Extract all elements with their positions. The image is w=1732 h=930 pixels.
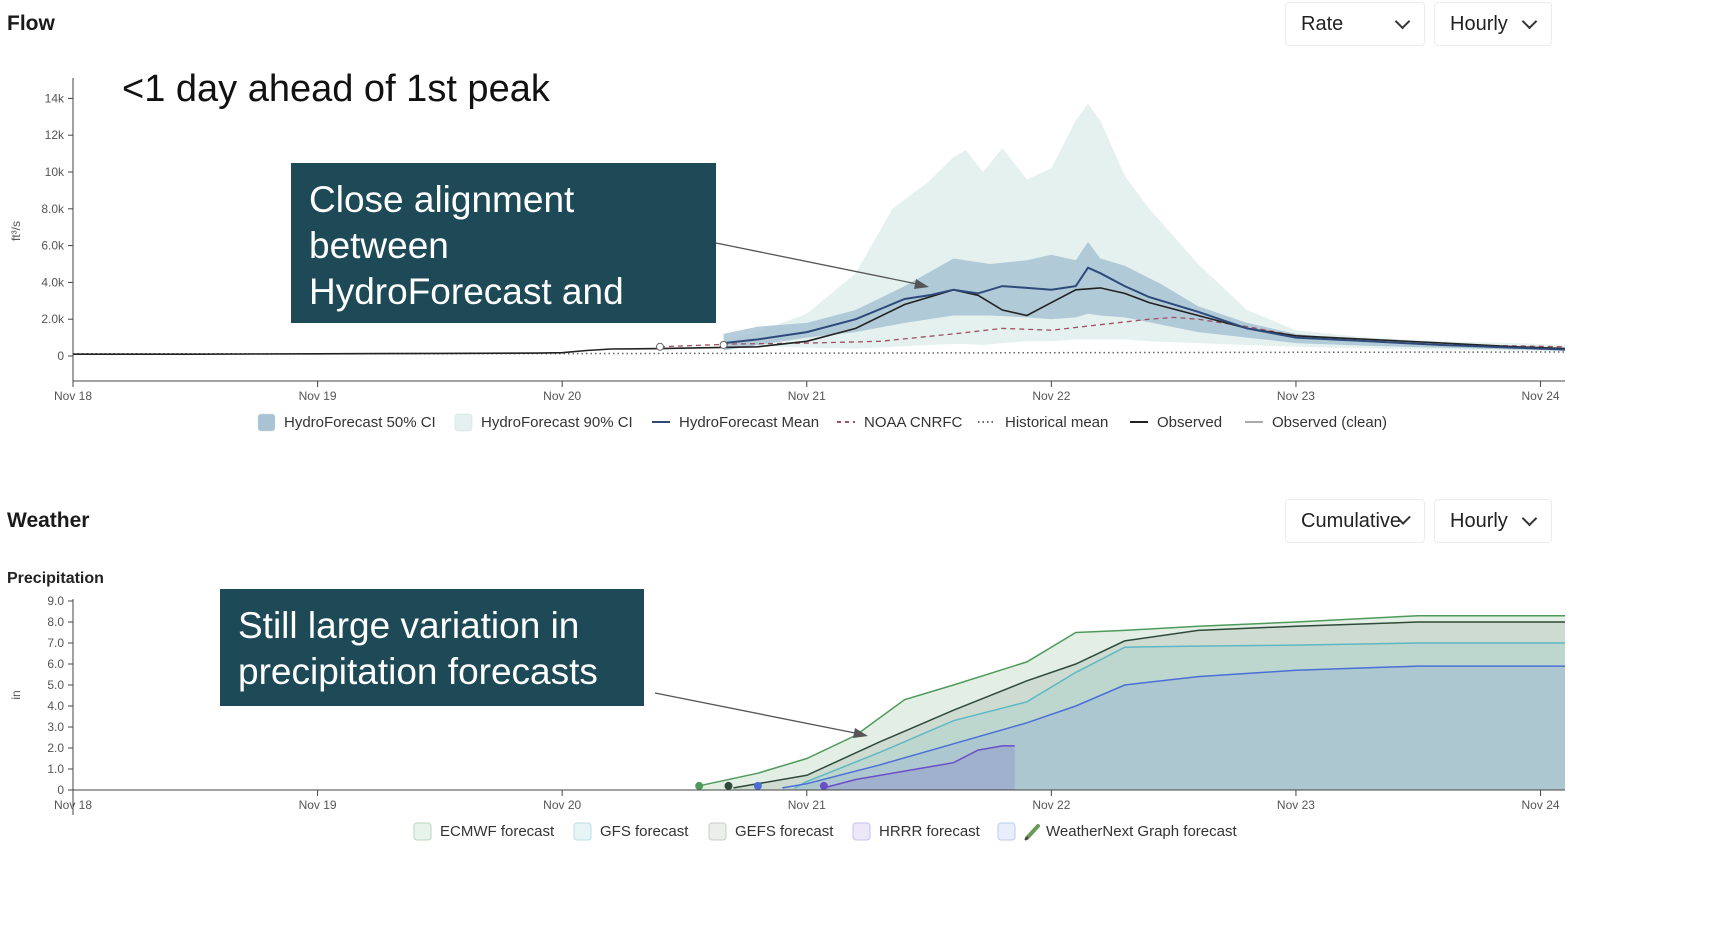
ecmwf-forecast-area [699, 615, 1565, 790]
flow-x-tick-label: Nov 21 [788, 389, 826, 403]
flow-headline: <1 day ahead of 1st peak [122, 68, 550, 110]
hydroforecast-50-ci-band [723, 241, 1565, 351]
flow-interval-select-value: Hourly [1450, 12, 1508, 35]
weather-interval-select[interactable]: Hourly [1434, 499, 1552, 543]
legend-label: HydroForecast 50% CI [284, 414, 436, 431]
weather-mode-select[interactable]: Cumulative [1285, 499, 1425, 543]
flow-x-tick-label: Nov 20 [543, 389, 581, 403]
pencil-icon-body [1025, 824, 1040, 840]
legend-label: HydroForecast 90% CI [481, 414, 633, 431]
precip-y-tick-label: 9.0 [47, 594, 64, 608]
legend-swatch [454, 413, 473, 432]
precip-x-tick-label: Nov 18 [54, 798, 92, 812]
hydroforecast-mean-line [723, 266, 1566, 351]
precip-y-tick-label: 8.0 [47, 615, 64, 629]
legend-label: Observed (clean) [1272, 414, 1387, 431]
flow-axes: 0 2.0k 4.0k 6.0k 8.0k 10k 12k 14k Nov 18 Nov 19 No… [9, 78, 1565, 403]
weather-interval-select-value: Hourly [1450, 509, 1508, 532]
flow-interval-select[interactable]: Hourly [1434, 2, 1552, 46]
historical-mean-line [73, 351, 1566, 355]
hrrr-forecast-line [823, 745, 1015, 789]
precip-x-tick-label: Nov 21 [788, 798, 826, 812]
flow-x-tick-label: Nov 23 [1277, 389, 1315, 403]
gefs-forecast-line [733, 621, 1565, 789]
precip-x-tick-label: Nov 24 [1522, 798, 1560, 812]
legend-label: GEFS forecast [735, 823, 834, 840]
hrrr-forecast-area [823, 745, 1015, 790]
precip-y-tick-label: 2.0 [47, 741, 64, 755]
legend-label: HRRR forecast [879, 823, 981, 840]
legend-swatch [413, 822, 432, 841]
precip-x-tick-label: Nov 19 [299, 798, 337, 812]
legend-swatch [573, 822, 592, 841]
precipitation-subtitle: Precipitation [7, 570, 104, 587]
weathernext-graph-forecast-line [782, 665, 1565, 789]
precip-x-tick-label: Nov 23 [1277, 798, 1315, 812]
forecast-start-marker [819, 781, 828, 790]
ecmwf-forecast-line [699, 614, 1565, 787]
precip-x-tick-label: Nov 20 [543, 798, 581, 812]
legend-swatch [257, 413, 276, 432]
flow-callout-arrow [715, 242, 923, 286]
legend-label: GFS forecast [600, 823, 689, 840]
precip-x-tick-label: Nov 22 [1032, 798, 1070, 812]
gfs-forecast-area [794, 643, 1565, 790]
precip-y-tick-label: 4.0 [47, 699, 64, 713]
flow-section-title: Flow [7, 12, 55, 35]
legend-label: Observed [1157, 414, 1222, 431]
flow-y-tick-label: 6.0k [41, 239, 65, 253]
flow-y-axis-label: ft³/s [9, 221, 23, 241]
weather-callout: Still large variation in precipitation f… [220, 589, 644, 706]
weather-callout-arrow [654, 692, 861, 735]
flow-legend: HydroForecast 50% CI HydroForecast 90% CI… [257, 413, 1387, 432]
forecast-start-marker [719, 340, 728, 349]
flow-y-tick-label: 2.0k [41, 312, 65, 326]
flow-y-tick-label: 8.0k [41, 202, 65, 216]
weather-mode-select-value: Cumulative [1301, 509, 1402, 532]
flow-y-tick-label: 10k [45, 165, 65, 179]
flow-x-tick-label: Nov 18 [54, 389, 92, 403]
precip-y-tick-label: 5.0 [47, 678, 64, 692]
precip-y-axis-label: in [9, 690, 23, 699]
precip-y-tick-label: 7.0 [47, 636, 64, 650]
legend-label: ECMWF forecast [440, 823, 555, 840]
gfs-forecast-line [794, 642, 1565, 789]
precip-axes: 0 1.0 2.0 3.0 4.0 5.0 6.0 7.0 8.0 9.0 Nov 18 Nov 19… [9, 594, 1565, 815]
precip-y-tick-label: 3.0 [47, 720, 64, 734]
flow-y-tick-label: 14k [45, 91, 65, 105]
weathernext-graph-forecast-area [782, 666, 1565, 790]
flow-y-tick-label: 12k [45, 128, 65, 142]
legend-swatch [708, 822, 727, 841]
precip-y-tick-label: 0 [57, 783, 64, 797]
flow-rate-select-value: Rate [1301, 12, 1344, 35]
forecast-start-marker [656, 342, 665, 351]
flow-callout: Close alignment between HydroForecast an… [291, 163, 716, 358]
flow-rate-select[interactable]: Rate [1285, 2, 1425, 46]
forecast-start-marker [724, 781, 733, 790]
legend-label: Historical mean [1005, 414, 1108, 431]
noaa-cnrfc-line [659, 316, 1566, 348]
weather-section-title: Weather [7, 509, 90, 532]
flow-x-tick-label: Nov 22 [1032, 389, 1070, 403]
precip-y-tick-label: 1.0 [47, 762, 64, 776]
legend-label: NOAA CNRFC [864, 414, 963, 431]
legend-swatch [997, 822, 1016, 841]
legend-label: WeatherNext Graph forecast [1046, 823, 1237, 840]
flow-x-tick-label: Nov 19 [299, 389, 337, 403]
pencil-icon [1024, 824, 1040, 841]
flow-callout-arrowhead [914, 279, 929, 289]
flow-x-tick-label: Nov 24 [1522, 389, 1560, 403]
precip-legend: ECMWF forecast GFS forecast GEFS forecast H… [413, 822, 1237, 841]
forecast-start-marker [695, 781, 704, 790]
pencil-icon-tip [1024, 836, 1029, 841]
flow-y-tick-label: 0 [57, 349, 64, 363]
legend-swatch [852, 822, 871, 841]
forecast-start-marker [753, 781, 762, 790]
precip-y-tick-label: 6.0 [47, 657, 64, 671]
legend-label: HydroForecast Mean [679, 414, 819, 431]
weather-callout-arrowhead [853, 728, 868, 738]
flow-y-tick-label: 4.0k [41, 275, 65, 289]
